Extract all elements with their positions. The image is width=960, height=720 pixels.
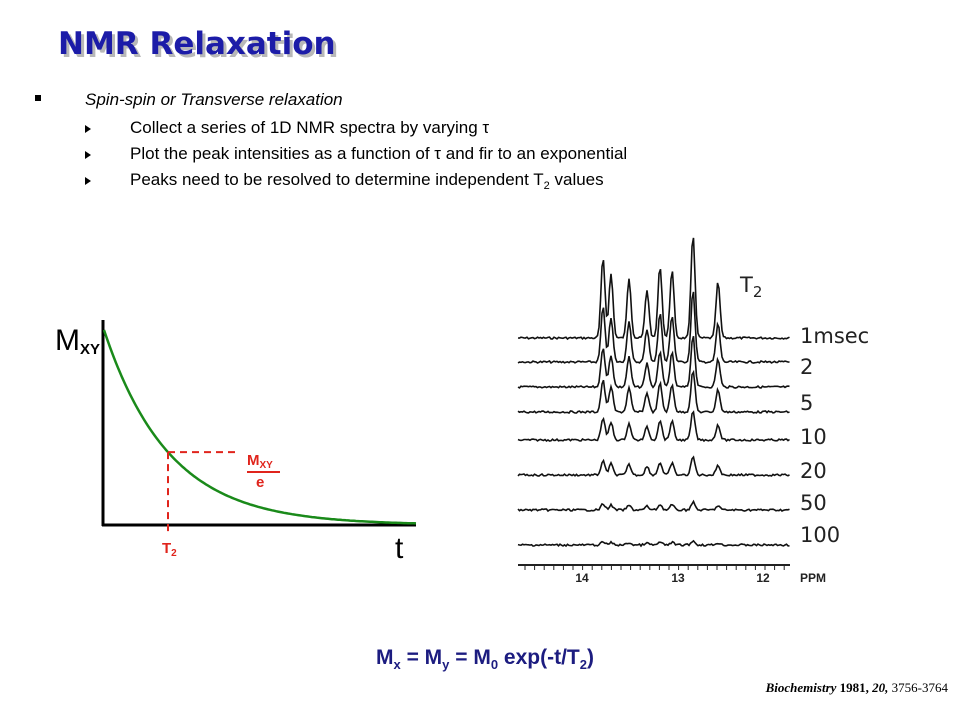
text: M: [376, 646, 394, 669]
text: values: [550, 170, 604, 189]
arrow-marker: [85, 125, 91, 133]
fraction-top: MXY: [247, 452, 273, 471]
spectrum-trace: [517, 335, 790, 389]
sub-bullets: Collect a series of 1D NMR spectra by va…: [85, 118, 627, 192]
text: ): [587, 646, 594, 669]
subscript: 0: [491, 657, 498, 672]
sub-bullet: Collect a series of 1D NMR spectra by va…: [130, 118, 489, 137]
subscript: x: [394, 657, 402, 672]
ppm-tick-label: 13: [671, 571, 685, 585]
volume: 20,: [869, 680, 889, 695]
subscript: XY: [80, 341, 100, 358]
subscript: 2: [544, 180, 550, 192]
delay-label: 5: [800, 391, 813, 415]
text: = M: [401, 646, 442, 669]
subscript: 2: [171, 548, 177, 559]
arrow-marker: [85, 151, 91, 159]
subscript: 2: [753, 283, 763, 301]
x-label: t: [395, 532, 404, 565]
decay-figure: MXY t T2 MXY e: [55, 320, 417, 565]
delay-label: 1msec: [800, 324, 869, 348]
title-shadow: NMR Relaxation: [61, 29, 339, 65]
text: M: [247, 452, 260, 469]
spectrum-trace: [517, 237, 790, 341]
subscript: 2: [580, 657, 587, 672]
spectrum-trace: [517, 410, 790, 443]
text: exp(-t/T: [498, 646, 580, 669]
decay-curve: [102, 329, 417, 525]
text: T: [162, 540, 171, 557]
equation: Mx = My = M0 exp(-t/T2): [376, 646, 594, 672]
delay-label: 20: [800, 459, 827, 483]
ppm-unit: PPM: [800, 571, 826, 585]
spectrum-trace: [517, 455, 790, 477]
text: T: [739, 273, 753, 297]
text: Plot the peak intensities as a function …: [130, 144, 627, 163]
delay-label: 10: [800, 425, 827, 449]
spectrum-trace: [517, 499, 790, 513]
arrow-marker: [85, 177, 91, 185]
pages: 3756-3764: [888, 680, 948, 695]
ppm-tick-label: 12: [756, 571, 770, 585]
text: M: [55, 324, 80, 357]
text: Peaks need to be resolved to determine i…: [130, 170, 544, 189]
title: NMR Relaxation: [58, 26, 336, 62]
text: Collect a series of 1D NMR spectra by va…: [130, 118, 489, 137]
delay-label: 100: [800, 523, 840, 547]
delay-label: 50: [800, 491, 827, 515]
fraction-bottom: e: [256, 474, 264, 491]
year: 1981,: [836, 680, 869, 695]
spectrum-trace: [517, 539, 790, 548]
journal: Biochemistry: [765, 680, 837, 695]
text: = M: [449, 646, 490, 669]
sub-bullet: Plot the peak intensities as a function …: [130, 144, 627, 163]
subscript: y: [442, 657, 450, 672]
t2-label: T2: [162, 540, 177, 559]
delay-label: 2: [800, 355, 813, 379]
sub-bullet: Peaks need to be resolved to determine i…: [130, 170, 604, 192]
bullet-marker: [35, 95, 41, 101]
ppm-tick-label: 14: [575, 571, 589, 585]
spectrum-trace: [517, 369, 790, 415]
spectrum-trace: [517, 291, 790, 364]
t2-label: T2: [739, 273, 762, 301]
subscript: XY: [260, 460, 274, 471]
y-label: MXY: [55, 324, 100, 358]
bullet-text: Spin-spin or Transverse relaxation: [85, 90, 343, 109]
citation: Biochemistry 1981, 20, 3756-3764: [765, 680, 949, 695]
